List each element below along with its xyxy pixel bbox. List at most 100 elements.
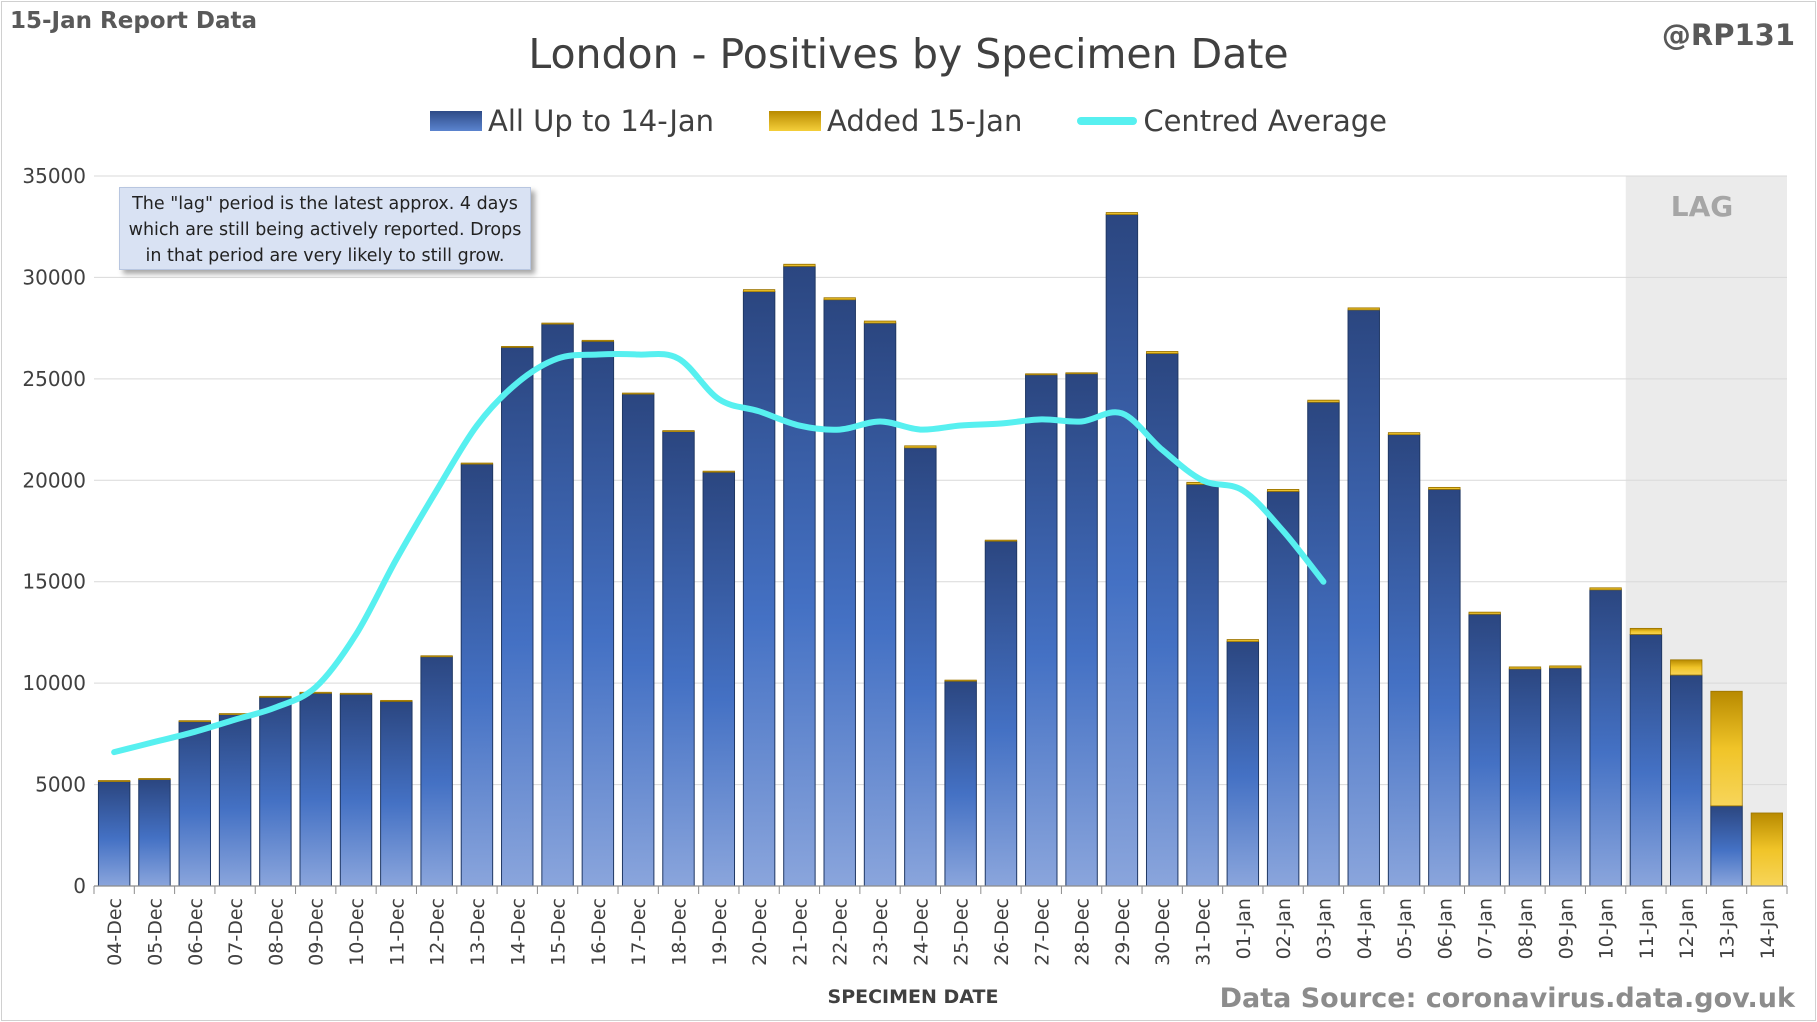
legend-label-added: Added 15-Jan — [827, 104, 1023, 138]
x-tick-label: 26-Dec — [991, 898, 1013, 966]
bar-all-31-Dec — [1186, 483, 1219, 887]
x-tick-label: 04-Jan — [1354, 898, 1376, 959]
bar-all-05-Jan — [1387, 434, 1421, 887]
x-tick-label: 13-Dec — [467, 898, 489, 966]
x-tick-label: 16-Dec — [588, 898, 610, 966]
y-tick-label: 20000 — [22, 468, 86, 492]
bar-all-14-Dec — [501, 346, 534, 887]
bar-all-21-Dec — [783, 265, 816, 887]
bar-added-21-Dec — [783, 263, 816, 267]
bar-added-30-Dec — [1146, 351, 1179, 354]
bar-all-08-Jan — [1508, 668, 1542, 887]
x-tick-label: 25-Dec — [951, 898, 973, 966]
x-tick-label: 06-Dec — [185, 898, 207, 966]
bar-all-17-Dec — [621, 393, 655, 887]
bar-all-24-Dec — [904, 447, 937, 887]
legend-item-added: Added 15-Jan — [769, 104, 1022, 138]
lag-label: LAG — [1670, 190, 1734, 223]
bar-all-06-Dec — [178, 721, 211, 887]
x-tick-label: 28-Dec — [1072, 898, 1094, 966]
y-tick-label: 25000 — [22, 367, 86, 391]
bar-added-03-Jan — [1307, 399, 1340, 403]
x-tick-label: 08-Dec — [265, 898, 287, 966]
x-axis-title: SPECIMEN DATE — [827, 986, 999, 1008]
x-tick-label: 21-Dec — [789, 898, 811, 966]
bar-added-04-Jan — [1347, 307, 1380, 311]
x-tick-label: 05-Jan — [1394, 898, 1416, 959]
y-tick-label: 35000 — [22, 164, 86, 188]
bar-added-07-Jan — [1468, 611, 1501, 615]
bar-all-09-Dec — [299, 692, 332, 887]
bar-all-05-Dec — [138, 779, 171, 887]
x-tick-label: 22-Dec — [830, 898, 852, 966]
bar-added-05-Dec — [138, 778, 171, 780]
legend-item-average: Centred Average — [1077, 104, 1387, 138]
bar-added-09-Dec — [299, 691, 332, 694]
bar-all-23-Dec — [863, 322, 897, 887]
bar-added-11-Dec — [380, 699, 413, 702]
bar-added-14-Jan — [1750, 812, 1783, 887]
y-tick-labels: 0 5000 10000 15000 20000 25000 30000 35000 — [22, 164, 86, 898]
y-tick-label: 10000 — [22, 671, 86, 695]
bar-all-10-Jan — [1589, 589, 1622, 887]
chart-title: London - Positives by Specimen Date — [528, 30, 1289, 78]
report-label: 15-Jan Report Data — [10, 8, 258, 34]
bar-all-09-Jan — [1549, 667, 1582, 887]
bar-added-01-Jan — [1226, 639, 1259, 642]
bar-added-22-Dec — [823, 297, 856, 301]
x-tick-labels: 04-Dec 05-Dec 06-Dec 07-Dec 08-Dec 09-Dec 10-D… — [104, 898, 1779, 966]
bar-added-13-Dec — [460, 462, 494, 465]
x-tick-label: 19-Dec — [709, 898, 731, 966]
bar-added-02-Jan — [1267, 489, 1300, 492]
bar-all-07-Dec — [218, 714, 252, 887]
axes — [93, 885, 1788, 894]
x-tick-label: 13-Jan — [1717, 898, 1739, 959]
bar-all-08-Dec — [259, 696, 292, 887]
bar-added-25-Dec — [944, 679, 977, 682]
bar-all-28-Dec — [1065, 373, 1098, 887]
bar-added-20-Dec — [742, 289, 776, 293]
bar-added-13-Jan — [1710, 690, 1743, 807]
legend-swatch-blue — [429, 111, 482, 131]
legend: All Up to 14-Jan Added 15-Jan Centred Av… — [0, 104, 1817, 138]
x-tick-label: 02-Jan — [1273, 898, 1295, 959]
y-tick-label: 15000 — [22, 570, 86, 594]
legend-label-average: Centred Average — [1143, 104, 1388, 138]
x-tick-label: 11-Jan — [1636, 898, 1658, 959]
x-tick-label: 30-Dec — [1152, 898, 1174, 966]
bar-all-06-Jan — [1428, 488, 1461, 887]
legend-item-all: All Up to 14-Jan — [429, 104, 715, 138]
bar-all-29-Dec — [1105, 214, 1139, 887]
centred-average-line — [111, 351, 1327, 756]
x-tick-label: 20-Dec — [749, 898, 771, 966]
x-tick-label: 29-Dec — [1112, 898, 1134, 966]
bars — [97, 212, 1783, 887]
bar-all-16-Dec — [581, 340, 615, 887]
x-tick-label: 06-Jan — [1434, 898, 1456, 959]
y-tick-label: 30000 — [22, 265, 86, 289]
bar-all-15-Dec — [541, 323, 574, 887]
bar-all-22-Dec — [823, 299, 856, 887]
bar-all-03-Jan — [1307, 401, 1340, 887]
x-tick-label: 14-Jan — [1757, 898, 1779, 959]
bar-all-19-Dec — [702, 471, 736, 887]
bar-all-13-Jan — [1710, 805, 1743, 887]
bar-all-25-Dec — [944, 680, 977, 887]
bar-all-30-Dec — [1145, 353, 1179, 887]
bar-added-08-Dec — [259, 695, 292, 698]
x-tick-label: 31-Dec — [1193, 898, 1215, 966]
x-tick-label: 23-Dec — [870, 898, 892, 966]
bar-all-11-Jan — [1629, 633, 1663, 887]
x-tick-label: 09-Jan — [1555, 898, 1577, 959]
bar-added-10-Jan — [1589, 587, 1622, 591]
author-handle: @RP131 — [1661, 18, 1795, 52]
bar-all-12-Jan — [1670, 674, 1703, 887]
bar-added-08-Jan — [1508, 666, 1542, 670]
bar-added-16-Dec — [581, 339, 614, 342]
bar-added-14-Dec — [501, 345, 534, 348]
x-tick-label: 18-Dec — [668, 898, 690, 966]
bar-added-26-Dec — [984, 539, 1018, 542]
bar-added-12-Jan — [1670, 659, 1703, 676]
legend-label-all: All Up to 14-Jan — [487, 104, 715, 138]
x-tick-label: 08-Jan — [1515, 898, 1537, 959]
